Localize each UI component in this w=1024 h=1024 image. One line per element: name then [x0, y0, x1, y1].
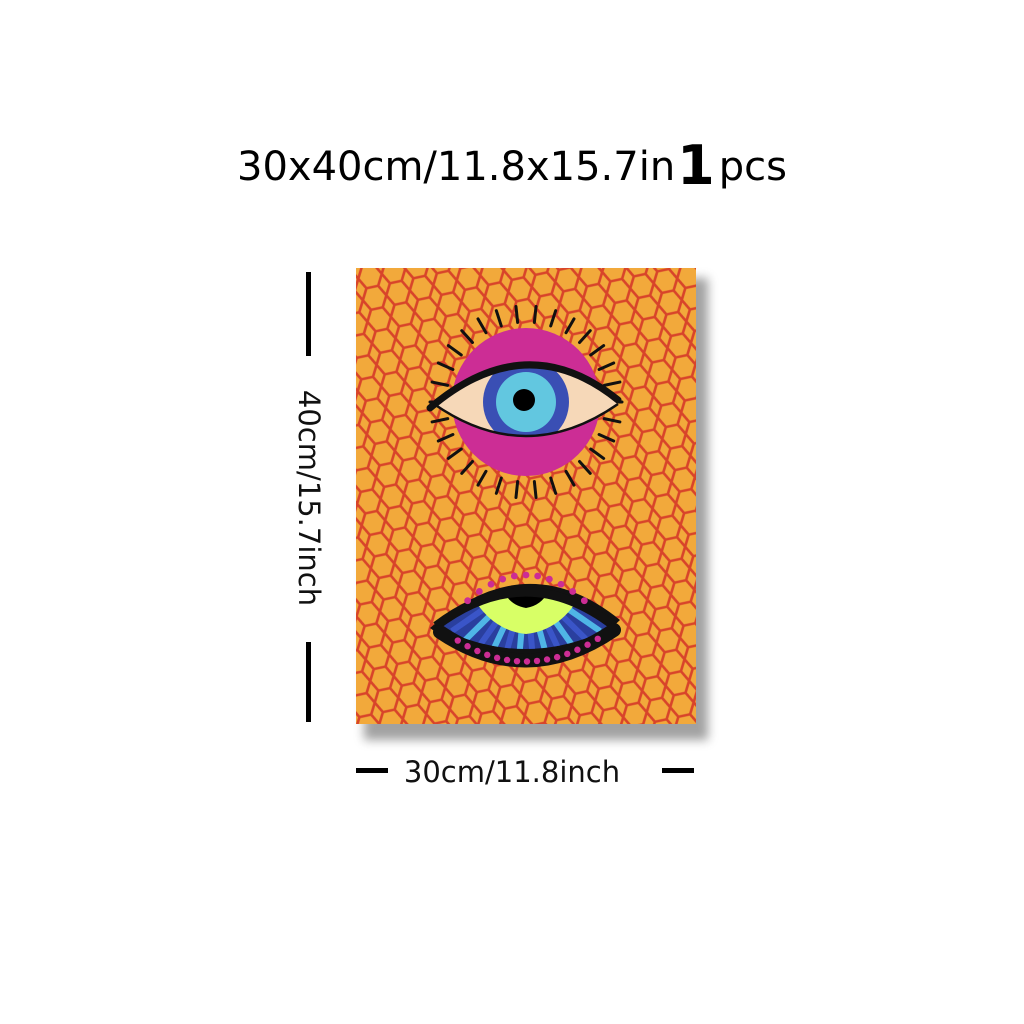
top-eye-sun-rays — [428, 305, 624, 499]
sun-ray — [564, 469, 576, 487]
lid-dot — [594, 635, 601, 643]
quantity-number: 1 — [677, 134, 715, 197]
sun-ray — [602, 380, 622, 387]
width-dimension-line-right — [662, 768, 694, 773]
bottom-eye-upper-dots — [464, 571, 588, 605]
sun-ray — [597, 433, 616, 443]
lid-dot — [474, 647, 481, 655]
lid-dot — [574, 646, 581, 653]
quantity-unit: pcs — [718, 144, 787, 190]
sun-ray — [476, 469, 488, 487]
sun-ray — [446, 447, 463, 460]
lid-dot — [487, 580, 495, 588]
height-label-wrap: 40cm/15.7inch — [278, 376, 340, 620]
sun-ray — [578, 459, 592, 475]
bottom-eye-lower-dots — [454, 635, 601, 665]
sun-ray — [549, 309, 558, 328]
sun-ray — [597, 361, 616, 371]
width-label: 30cm/11.8inch — [403, 755, 621, 789]
lid-dot — [464, 597, 472, 605]
lid-dot — [475, 588, 483, 595]
sun-ray — [589, 447, 606, 460]
lid-dot — [584, 641, 591, 648]
top-eye-upper-lid — [426, 361, 622, 412]
sun-ray — [436, 361, 455, 371]
lid-dot — [534, 572, 542, 580]
lid-dot — [543, 656, 551, 663]
sun-ray — [494, 476, 503, 495]
sun-ray — [476, 317, 488, 335]
lid-dot — [513, 657, 521, 665]
lid-dot — [533, 657, 541, 665]
lid-dot — [569, 588, 577, 595]
lid-dot — [553, 653, 561, 661]
sun-ray — [602, 417, 622, 424]
sun-ray — [532, 305, 538, 324]
lid-dot — [522, 571, 530, 579]
lid-dot — [493, 654, 501, 662]
sun-ray — [564, 317, 576, 335]
lid-dot — [523, 658, 531, 665]
lid-dot — [545, 575, 553, 583]
sun-ray — [549, 476, 558, 495]
width-dimension-line-left — [356, 768, 388, 773]
height-dimension-line-top — [306, 272, 311, 356]
height-label: 40cm/15.7inch — [292, 389, 327, 607]
top-eye-pupil — [513, 389, 535, 411]
sun-ray — [578, 329, 592, 345]
top-eye-iris-group — [483, 367, 569, 436]
sun-ray — [446, 344, 463, 357]
size-headline: 30x40cm/11.8x15.7in1 pcs — [0, 138, 1024, 195]
sun-ray — [589, 344, 606, 357]
sun-ray — [460, 329, 474, 345]
lid-dot — [510, 572, 518, 580]
lid-dot — [580, 597, 588, 605]
sun-ray — [436, 433, 455, 443]
lid-dot — [484, 651, 491, 659]
sun-ray — [514, 480, 520, 499]
top-eye-lower-lid — [433, 402, 619, 438]
sun-ray — [430, 417, 450, 424]
lid-dot — [464, 643, 471, 650]
poster-artwork — [356, 268, 696, 724]
height-dimension-line-bottom — [306, 642, 311, 722]
lid-dot — [564, 650, 571, 658]
lid-dot — [503, 656, 511, 664]
lid-dot — [499, 575, 507, 583]
sun-ray — [514, 305, 520, 324]
lid-dot — [557, 580, 565, 588]
bottom-eye-upper-lid — [433, 587, 617, 630]
sun-ray — [532, 480, 538, 499]
sun-ray — [430, 380, 450, 387]
size-text: 30x40cm/11.8x15.7in — [237, 144, 676, 190]
sun-ray — [494, 309, 503, 328]
lid-dot — [454, 637, 461, 644]
sun-ray — [460, 459, 474, 475]
